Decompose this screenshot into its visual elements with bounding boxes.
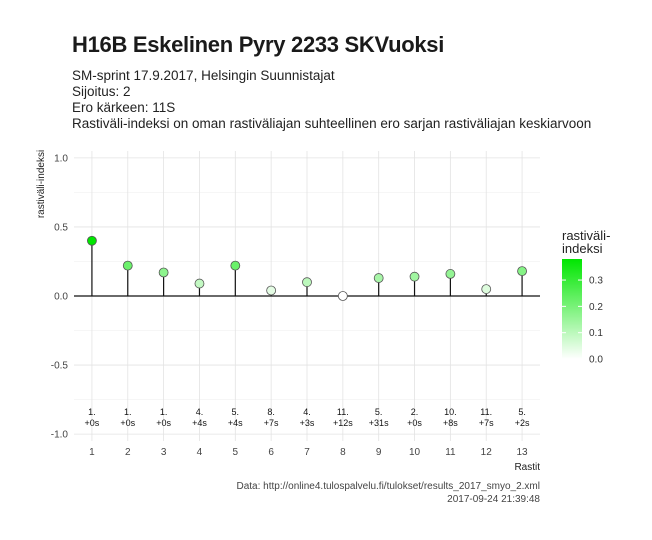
x-tick-label: 1 bbox=[89, 447, 95, 458]
legend-title-line-2: indeksi bbox=[562, 241, 603, 256]
legend-title-line-1: rastiväli- bbox=[562, 228, 610, 243]
lollipop-point bbox=[87, 235, 97, 246]
lollipop-point bbox=[158, 267, 169, 278]
y-axis-label: rastiväli-indeksi bbox=[36, 150, 47, 218]
point-label-gap: +31s bbox=[369, 418, 389, 428]
point-label-rank: 5. bbox=[518, 407, 526, 417]
point-label-rank: 8. bbox=[267, 407, 275, 417]
subtitle-event: SM-sprint 17.9.2017, Helsingin Suunnista… bbox=[72, 68, 335, 83]
point-label-rank: 1. bbox=[160, 407, 168, 417]
point-label-gap: +12s bbox=[333, 418, 353, 428]
lollipop-point bbox=[409, 271, 420, 282]
x-tick-label: 3 bbox=[161, 447, 167, 458]
color-legend: rastiväli- indeksi 0.0 0.1 0.2 0.3 bbox=[562, 228, 610, 366]
point-label-gap: +0s bbox=[120, 418, 135, 428]
legend-tick-label: 0.0 bbox=[589, 355, 603, 366]
point-label-rank: 1. bbox=[88, 407, 96, 417]
x-tick-label: 10 bbox=[409, 447, 421, 458]
point-label-rank: 5. bbox=[375, 407, 383, 417]
x-tick-label: 2 bbox=[125, 447, 131, 458]
lollipop-point bbox=[266, 285, 277, 296]
x-tick-label: 8 bbox=[340, 447, 346, 458]
point-label-gap: +4s bbox=[228, 418, 243, 428]
y-tick-label: 1.0 bbox=[54, 153, 68, 164]
point-label-rank: 4. bbox=[196, 407, 204, 417]
point-label-rank: 2. bbox=[411, 407, 419, 417]
point-label-gap: +7s bbox=[264, 418, 279, 428]
legend-tick-label: 0.2 bbox=[589, 302, 603, 313]
x-tick-label: 12 bbox=[481, 447, 493, 458]
y-tick-label: -0.5 bbox=[51, 361, 69, 372]
caption-timestamp: 2017-09-24 21:39:48 bbox=[447, 494, 540, 505]
point-label-rank: 11. bbox=[337, 407, 349, 417]
y-tick-label: 0.0 bbox=[54, 292, 68, 303]
chart-caption: Data: http://online4.tulospalvelu.fi/tul… bbox=[236, 480, 540, 506]
lollipop-marks bbox=[87, 235, 527, 301]
x-axis-label: Rastit bbox=[514, 462, 540, 473]
lollipop-point bbox=[230, 260, 241, 271]
point-label-gap: +0s bbox=[407, 418, 422, 428]
x-tick-label: 6 bbox=[268, 447, 274, 458]
lollipop-point bbox=[302, 277, 312, 288]
point-label-gap: +8s bbox=[443, 418, 458, 428]
subtitle-gap: Ero kärkeen: 11S bbox=[72, 100, 176, 115]
point-label-rank: 1. bbox=[124, 407, 132, 417]
lollipop-point bbox=[337, 291, 348, 301]
legend-colorbar bbox=[562, 259, 582, 359]
point-label-gap: +0s bbox=[85, 418, 100, 428]
chart-subtitle: SM-sprint 17.9.2017, Helsingin Suunnista… bbox=[72, 68, 591, 132]
point-label-gap: +2s bbox=[515, 418, 530, 428]
grid bbox=[74, 151, 540, 441]
lollipop-point bbox=[122, 260, 133, 271]
lollipop-point bbox=[481, 284, 492, 294]
y-tick-label: -1.0 bbox=[51, 430, 69, 441]
point-label-gap: +7s bbox=[479, 418, 494, 428]
legend-tick-label: 0.1 bbox=[589, 328, 603, 339]
point-label-gap: +0s bbox=[156, 418, 171, 428]
x-tick-label: 13 bbox=[517, 447, 529, 458]
lollipop-point bbox=[194, 278, 205, 289]
point-labels: 1.+0s1.+0s1.+0s4.+4s5.+4s8.+7s4.+3s11.+1… bbox=[85, 407, 530, 428]
legend-ticks: 0.0 0.1 0.2 0.3 bbox=[562, 276, 603, 366]
point-label-rank: 11. bbox=[480, 407, 492, 417]
x-tick-label: 5 bbox=[233, 447, 239, 458]
point-label-gap: +4s bbox=[192, 418, 207, 428]
chart-title: H16B Eskelinen Pyry 2233 SKVuoksi bbox=[72, 32, 445, 57]
lollipop-point bbox=[373, 273, 384, 283]
point-label-rank: 10. bbox=[444, 407, 457, 417]
x-tick-label: 9 bbox=[376, 447, 382, 458]
y-tick-label: 0.5 bbox=[54, 222, 68, 233]
point-label-rank: 5. bbox=[232, 407, 240, 417]
subtitle-placing: Sijoitus: 2 bbox=[72, 84, 131, 99]
x-tick-label: 4 bbox=[197, 447, 203, 458]
lollipop-point bbox=[445, 269, 456, 279]
point-label-rank: 4. bbox=[303, 407, 311, 417]
x-tick-label: 11 bbox=[445, 447, 456, 458]
subtitle-description: Rastiväli-indeksi on oman rastiväliajan … bbox=[72, 116, 592, 131]
lollipop-point bbox=[517, 266, 527, 277]
caption-source: Data: http://online4.tulospalvelu.fi/tul… bbox=[236, 481, 540, 492]
legend-tick-label: 0.3 bbox=[589, 276, 603, 287]
x-tick-label: 7 bbox=[304, 447, 310, 458]
point-label-gap: +3s bbox=[300, 418, 315, 428]
